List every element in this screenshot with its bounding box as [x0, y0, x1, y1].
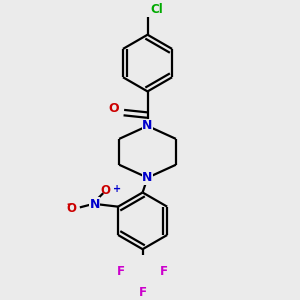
Text: N: N — [89, 198, 100, 211]
Text: +: + — [112, 184, 121, 194]
Text: -: - — [66, 198, 71, 211]
Text: O: O — [101, 184, 111, 197]
Text: F: F — [117, 265, 125, 278]
Text: O: O — [109, 102, 119, 115]
Text: F: F — [139, 286, 147, 299]
Text: N: N — [142, 171, 153, 184]
Text: F: F — [160, 265, 168, 278]
Text: N: N — [142, 119, 153, 132]
Text: O: O — [66, 202, 76, 215]
Text: Cl: Cl — [150, 3, 163, 16]
